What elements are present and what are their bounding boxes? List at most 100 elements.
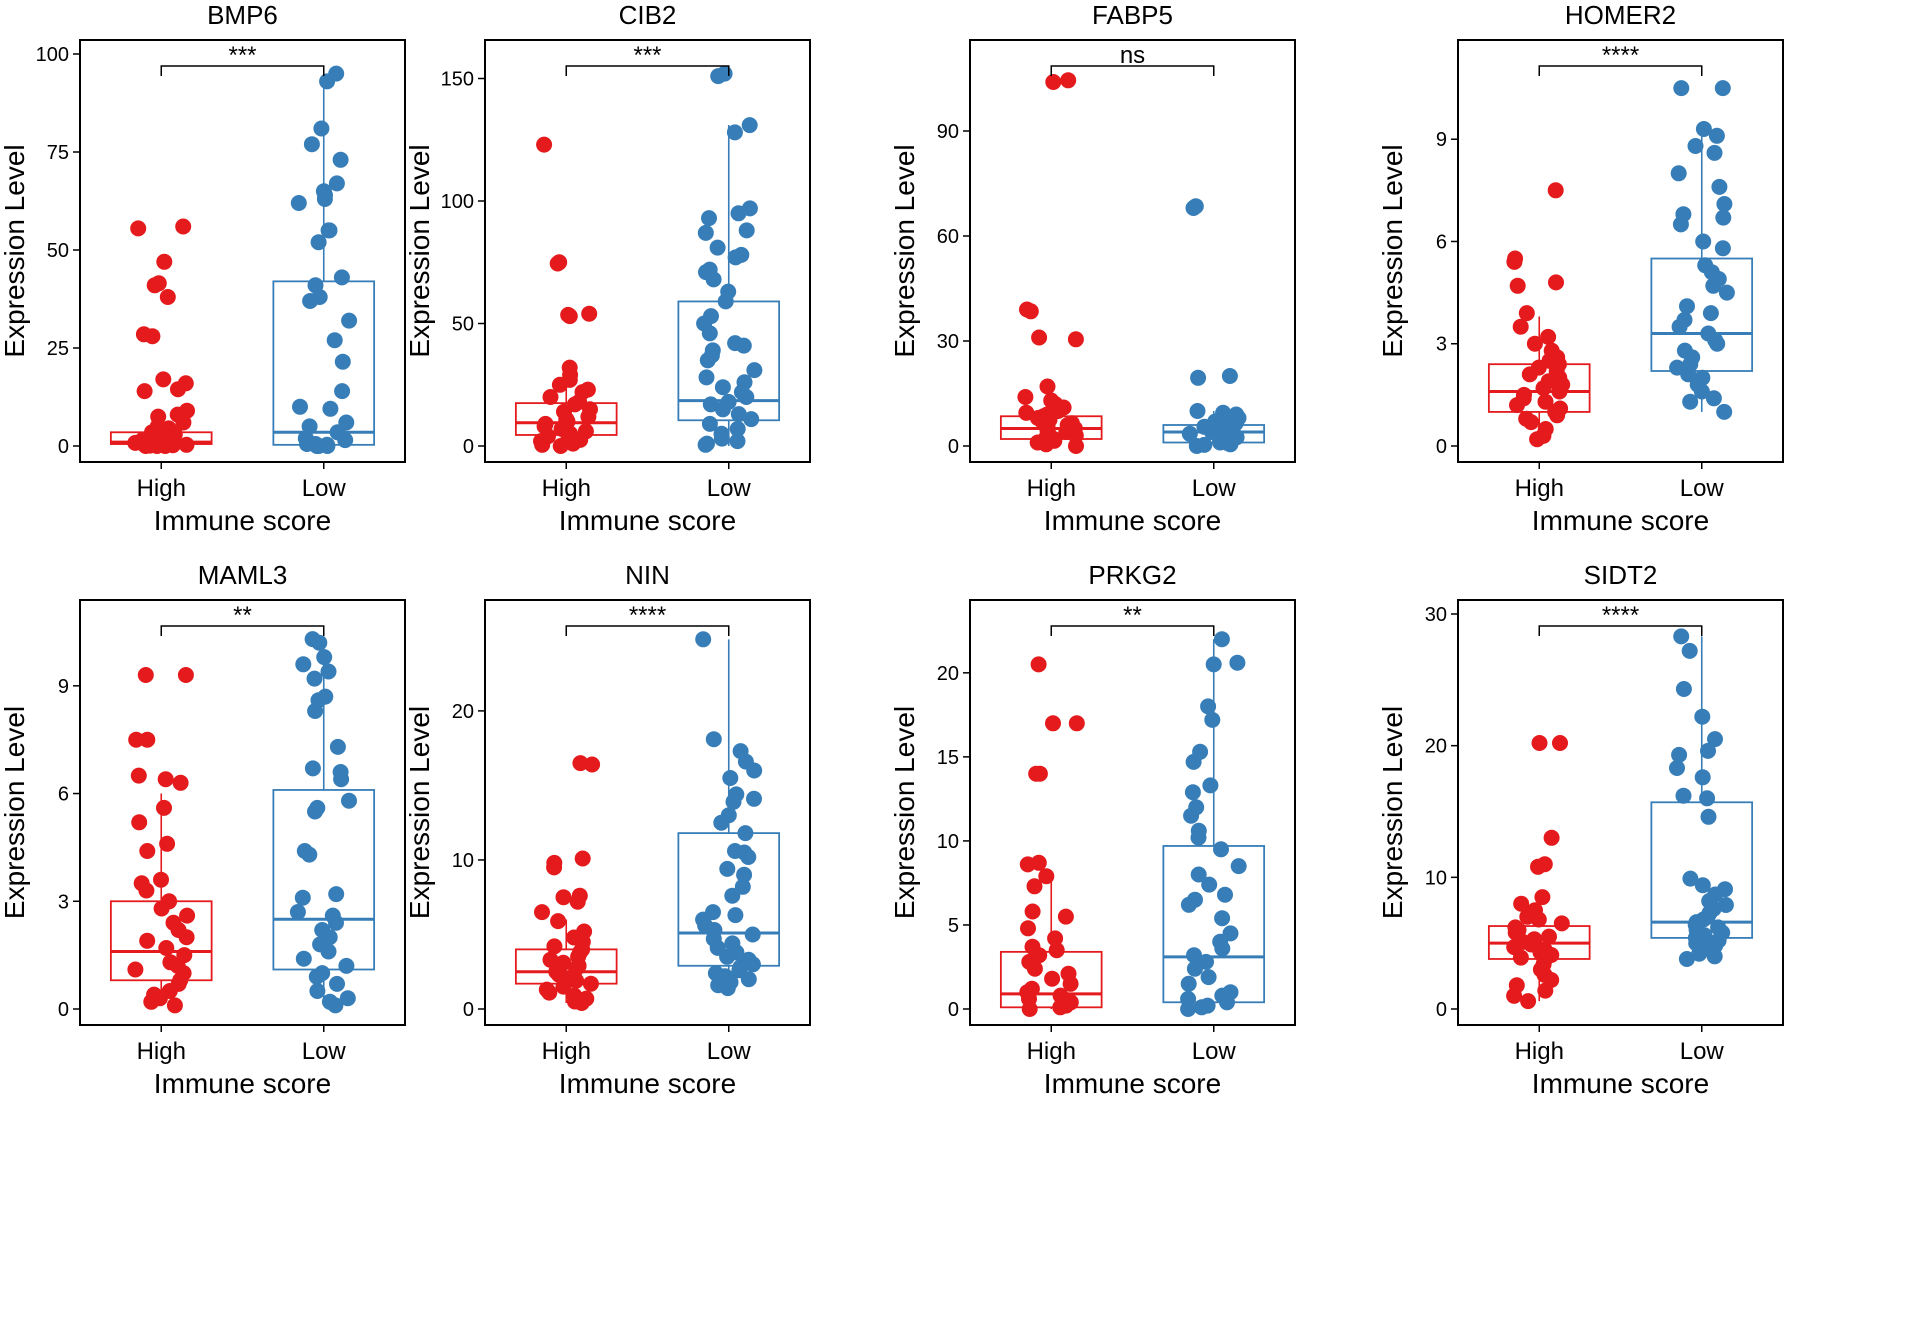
data-point [138,882,155,899]
data-point [1671,746,1688,763]
data-point [1047,930,1064,947]
data-point [1694,877,1711,894]
data-point [1227,415,1244,432]
data-point [137,667,154,683]
data-point [746,362,763,379]
significance-bracket [1050,65,1215,76]
x-tick-label: Low [1680,475,1725,502]
data-point [1048,942,1065,959]
data-point [1705,390,1722,407]
data-point [1670,165,1687,182]
x-tick-label: Low [707,1038,752,1065]
data-point [542,389,559,405]
data-point [713,814,730,831]
plot-frame [1457,599,1784,1026]
data-point [744,956,761,973]
data-point [304,760,321,777]
data-point [705,271,722,288]
y-axis-label: Expression Level [0,706,30,919]
data-point [1694,769,1711,786]
data-point [1675,787,1692,804]
data-point [309,983,326,999]
data-point [1695,233,1712,250]
data-point [1520,993,1537,1010]
y-tick-label: 6 [1436,231,1447,253]
data-point [1691,945,1708,962]
data-point [702,396,719,413]
data-point [726,124,743,141]
data-point [1221,368,1238,384]
data-point [170,381,186,398]
data-point [746,790,762,807]
data-point [1679,298,1695,315]
data-point [131,814,148,831]
data-point [738,389,755,405]
data-point [1190,866,1207,883]
data-point [130,767,147,784]
y-tick-label: 150 [441,69,474,91]
data-point [1030,656,1047,673]
data-point [295,950,312,967]
y-tick-label: 90 [937,121,959,143]
data-point [1682,870,1699,887]
y-tick-label: 15 [937,747,959,769]
y-tick-label: 25 [47,338,69,360]
data-point [1669,760,1685,776]
panel-title: BMP6 [207,0,278,30]
data-point [1214,910,1231,927]
y-tick-label: 75 [47,142,69,164]
data-point [311,634,328,651]
data-point [701,210,717,227]
y-axis-label: Expression Level [404,706,435,919]
x-tick-label: High [1515,1038,1564,1065]
data-point [1506,987,1523,1004]
y-tick-label: 5 [948,915,959,937]
panel-fabp5: FABP5 Expression Level Immune score 0 30 60 90… [889,0,1296,536]
data-point [534,904,550,921]
data-point [1193,999,1210,1016]
data-point [713,430,730,447]
x-axis-label: Immune score [1044,1068,1221,1099]
y-tick-label: 0 [948,436,959,458]
y-tick-label: 10 [452,850,474,872]
panel-title: FABP5 [1092,0,1173,30]
panel-sidt2: SIDT2 Expression Level Immune score 0 10 20 30… [1377,560,1784,1099]
data-point [158,940,175,956]
data-point [310,234,327,251]
data-point [1705,277,1722,294]
data-point [1017,389,1034,405]
data-point [551,376,568,393]
y-tick-label: 3 [58,891,69,913]
plot-frame [1457,39,1784,463]
data-point [156,799,172,816]
data-point [1709,335,1726,352]
data-point [157,771,174,788]
data-point [1038,436,1055,453]
y-axis-label: Expression Level [1377,706,1408,919]
data-point [1026,960,1043,977]
data-point [1531,735,1548,751]
data-point [1200,969,1217,986]
data-point [1019,856,1036,873]
x-tick-label: Low [302,1038,347,1065]
data-point [333,269,350,286]
data-point [1021,1001,1038,1017]
box-low [677,832,781,967]
data-point [734,878,751,895]
data-point [541,984,558,1001]
data-point [555,978,572,995]
x-axis-label: Immune score [154,1068,331,1099]
y-tick-label: 0 [463,999,474,1021]
data-point [1020,920,1036,937]
data-point [1181,425,1198,442]
panel-title: PRKG2 [1088,560,1176,590]
data-point [127,961,144,978]
data-point [136,383,153,400]
panel-cib2: CIB2 Expression Level Immune score 0 50 100 15… [404,0,811,536]
data-point [326,332,343,349]
data-point [1509,397,1525,414]
data-point [714,379,731,396]
data-point [1213,841,1229,858]
x-axis-label: Immune score [559,505,736,536]
data-point [143,993,160,1010]
